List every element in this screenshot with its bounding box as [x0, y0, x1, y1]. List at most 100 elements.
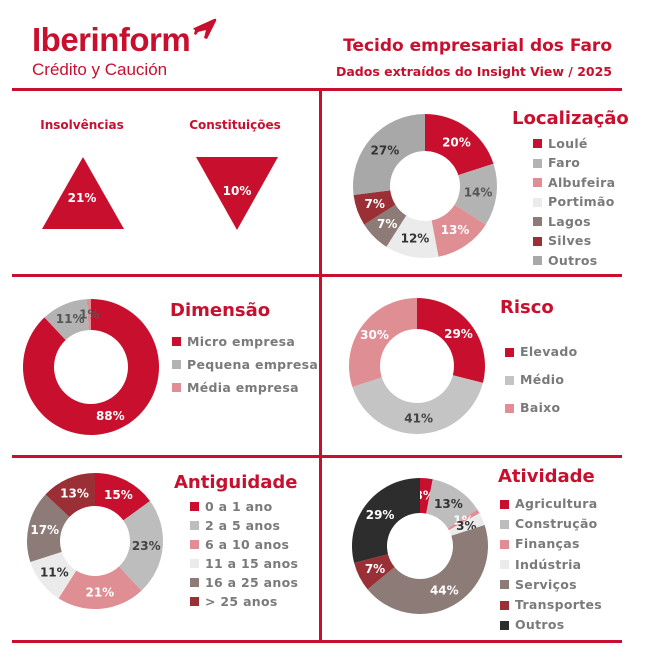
atividade-legend-industria: Indústria [500, 555, 602, 575]
localizacao-legend-silves: Silves [533, 232, 615, 252]
antiguidade-label-16-a-25-anos: 17% [30, 523, 59, 537]
localizacao-label-loule: 20% [442, 136, 471, 150]
legend-swatch [505, 348, 514, 357]
legend-label: Construção [515, 516, 598, 532]
dimensao-legend: Micro empresa Pequena empresa Média empres… [172, 330, 318, 399]
atividade-title: Atividade [498, 466, 595, 488]
divider-bottom [12, 640, 622, 643]
antiguidade-legend-0-a-1-ano: 0 a 1 ano [190, 497, 298, 516]
antiguidade-label-0-a-1-ano: 15% [104, 488, 133, 502]
risco-legend: Elevado Médio Baixo [505, 338, 578, 422]
legend-swatch [500, 540, 509, 549]
antiguidade-label-2-a-5-anos: 23% [132, 539, 161, 553]
legend-label: 6 a 10 anos [205, 537, 289, 553]
atividade-label-transportes: 7% [365, 562, 385, 576]
risco-slice-baixo [349, 298, 417, 387]
antiguidade-donut: 15% 23% 21% 11% 17% 13% [19, 465, 171, 617]
legend-label: 2 a 5 anos [205, 518, 280, 534]
legend-label: 0 a 1 ano [205, 499, 273, 515]
localizacao-label-outros: 27% [371, 144, 400, 158]
atividade-legend-construcao: Construção [500, 514, 602, 534]
antiguidade-legend-6-a-10-anos: 6 a 10 anos [190, 535, 298, 554]
legend-swatch [533, 178, 542, 187]
legend-swatch [172, 360, 181, 369]
legend-label: Elevado [520, 344, 578, 360]
constituicoes-label: Constituições [175, 118, 295, 132]
atividade-donut: 3%13%1%3%44%7%29% [344, 470, 496, 622]
legend-swatch [172, 383, 181, 392]
localizacao-legend-lagos: Lagos [533, 212, 615, 232]
risco-legend-baixo: Baixo [505, 394, 578, 422]
localizacao-label-portimao: 12% [401, 232, 430, 246]
insolvencias-value: 21% [52, 191, 112, 205]
atividade-legend-agricultura: Agricultura [500, 494, 602, 514]
legend-label: Finanças [515, 536, 580, 552]
legend-swatch [533, 198, 542, 207]
atividade-legend: Agricultura Construção Finanças Indústria Se… [500, 494, 602, 635]
divider-row-2 [12, 455, 622, 458]
atividade-legend-servicos: Serviços [500, 575, 602, 595]
legend-label: Agricultura [515, 496, 597, 512]
dimensao-legend-media-empresa: Média empresa [172, 376, 318, 399]
legend-swatch [190, 521, 199, 530]
localizacao-label-albufeira: 13% [441, 223, 470, 237]
legend-label: Albufeira [548, 175, 615, 191]
legend-swatch [500, 520, 509, 529]
risco-label-baixo: 30% [360, 328, 389, 342]
legend-swatch [500, 500, 509, 509]
legend-swatch [500, 560, 509, 569]
legend-swatch [172, 337, 181, 346]
divider-top [12, 88, 622, 91]
antiguidade-legend-2-a-5-anos: 2 a 5 anos [190, 516, 298, 535]
localizacao-label-lagos: 7% [377, 217, 397, 231]
antiguidade-legend-11-a-15-anos: 11 a 15 anos [190, 554, 298, 573]
antiguidade-label-6-a-10-anos: 21% [85, 585, 114, 599]
legend-swatch [533, 159, 542, 168]
localizacao-donut: 20% 14% 13% 12% 7% 7% 27% [345, 106, 505, 266]
dimensao-legend-pequena-empresa: Pequena empresa [172, 353, 318, 376]
dimensao-label-media-empresa: 1% [79, 308, 99, 322]
legend-label: Micro empresa [187, 334, 295, 350]
legend-swatch [533, 139, 542, 148]
legend-label: Baixo [520, 400, 560, 416]
legend-swatch [533, 256, 542, 265]
legend-swatch [533, 217, 542, 226]
legend-label: Média empresa [187, 380, 299, 396]
atividade-label-outros: 29% [366, 508, 395, 522]
legend-swatch [505, 404, 514, 413]
legend-swatch [500, 601, 509, 610]
legend-label: Indústria [515, 557, 581, 573]
risco-legend-medio: Médio [505, 366, 578, 394]
antiguidade-label-25-anos: 13% [60, 487, 89, 501]
atividade-legend-outros: Outros [500, 615, 602, 635]
localizacao-legend-portimao: Portimão [533, 193, 615, 213]
legend-label: Pequena empresa [187, 357, 318, 373]
localizacao-legend-loule: Loulé [533, 134, 615, 154]
legend-swatch [505, 376, 514, 385]
legend-label: Loulé [548, 136, 588, 152]
divider-vertical [319, 88, 322, 643]
antiguidade-legend-16-a-25-anos: 16 a 25 anos [190, 573, 298, 592]
risco-donut: 29% 41% 30% [341, 290, 493, 442]
legend-label: Lagos [548, 214, 591, 230]
legend-swatch [190, 502, 199, 511]
legend-label: 11 a 15 anos [205, 556, 298, 572]
localizacao-legend-faro: Faro [533, 154, 615, 174]
page-subtitle: Dados extraídos do Insight View / 2025 [336, 64, 612, 80]
dimensao-title: Dimensão [170, 300, 270, 322]
legend-swatch [190, 578, 199, 587]
legend-label: Faro [548, 155, 580, 171]
antiguidade-title: Antiguidade [174, 472, 298, 494]
legend-label: > 25 anos [205, 594, 278, 610]
legend-label: 16 a 25 anos [205, 575, 298, 591]
atividade-legend-transportes: Transportes [500, 595, 602, 615]
antiguidade-label-11-a-15-anos: 11% [40, 566, 69, 580]
brand-subtitle: Crédito y Caución [32, 60, 167, 80]
dimensao-label-micro-empresa: 88% [96, 409, 125, 423]
risco-title: Risco [500, 297, 554, 319]
legend-label: Outros [548, 253, 598, 269]
localizacao-legend: Loulé Faro Albufeira Portimão Lagos Silves Out… [533, 134, 615, 271]
localizacao-label-faro: 14% [464, 186, 493, 200]
risco-legend-elevado: Elevado [505, 338, 578, 366]
localizacao-title: Localização [512, 108, 629, 130]
